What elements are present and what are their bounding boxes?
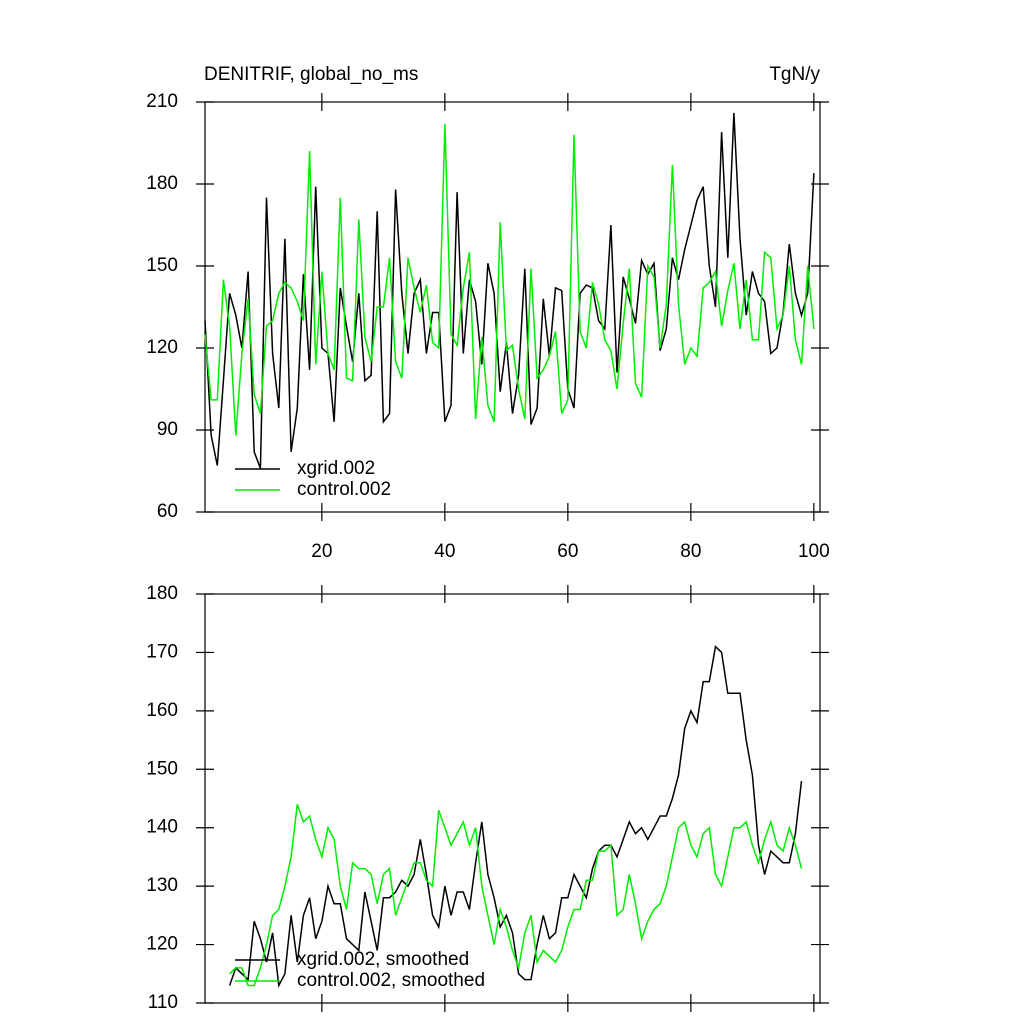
chart-title: DENITRIF, global_no_ms [204,64,418,85]
series-line [228,645,803,989]
y-tick-label: 140 [146,817,178,838]
y-tick-label: 120 [146,337,178,358]
series-line [204,112,815,469]
y-tick-label: 120 [146,934,178,955]
x-tick-label: 60 [557,541,578,562]
legend-label: xgrid.002 [297,458,375,479]
y-tick-label: 130 [146,875,178,896]
y-tick-label: 60 [157,501,178,522]
y-tick-label: 110 [148,992,178,1013]
x-tick-label: 40 [434,541,455,562]
plot-frame [204,101,821,513]
y-tick-label: 170 [146,641,178,662]
chart-units: TgN/y [769,64,820,85]
y-tick-label: 160 [146,700,178,721]
x-tick-label: 80 [680,541,701,562]
y-tick-label: 90 [157,419,178,440]
series-line [229,804,803,987]
legend-label: xgrid.002, smoothed [297,949,469,970]
legend-label: control.002, smoothed [297,970,485,991]
series-line [204,123,815,436]
legend-label: control.002 [297,479,391,500]
y-tick-label: 210 [146,91,178,112]
plot-frame [204,593,821,1004]
y-tick-label: 180 [146,173,178,194]
y-tick-label: 180 [146,583,178,604]
x-tick-label: 100 [798,541,830,562]
y-tick-label: 150 [146,758,178,779]
y-tick-label: 150 [146,255,178,276]
x-tick-label: 20 [311,541,332,562]
